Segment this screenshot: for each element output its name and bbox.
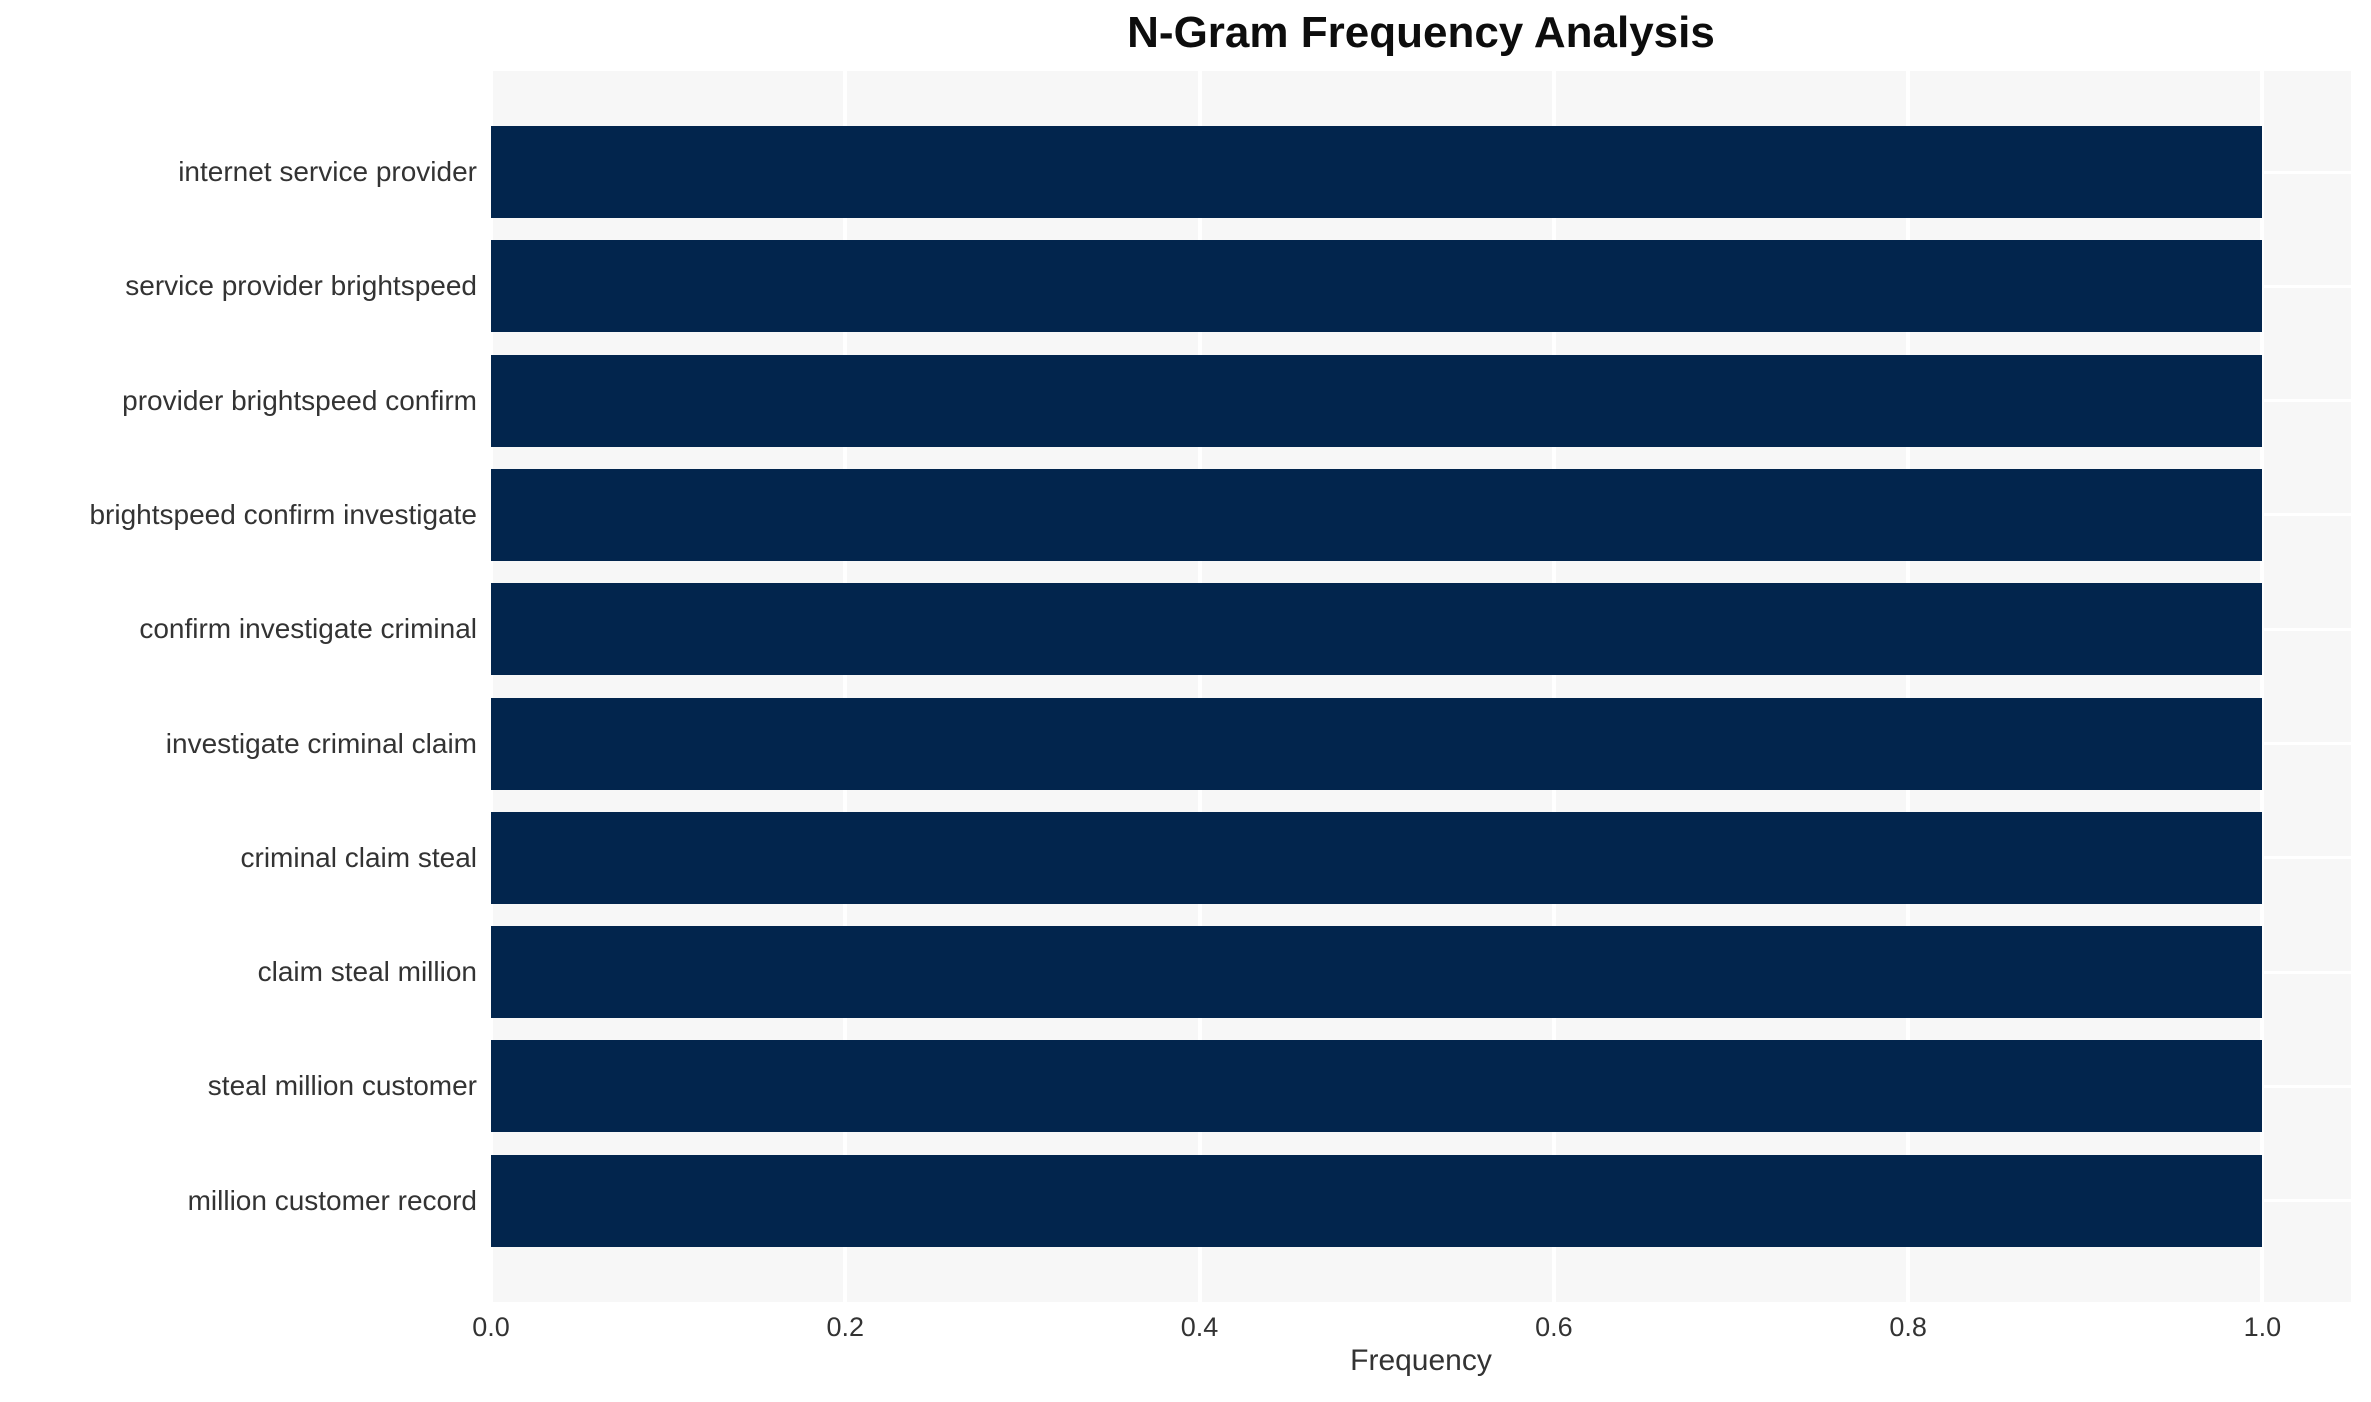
bar: [491, 354, 2263, 447]
category-label: criminal claim steal: [240, 841, 478, 873]
bar: [491, 583, 2263, 676]
category-label: internet service provider: [178, 156, 477, 187]
category-label: steal million customer: [207, 1070, 477, 1102]
x-tick-label: 0.2: [826, 1312, 865, 1342]
category-label: investigate criminal claim: [165, 727, 477, 759]
x-gridline: [491, 71, 493, 1302]
x-gridline: [1906, 71, 1911, 1302]
x-gridline: [843, 71, 848, 1302]
x-gridline: [1551, 71, 1556, 1302]
x-tick-label: 1.0: [2243, 1312, 2282, 1342]
bar: [491, 468, 2263, 561]
x-tick-label: 0.6: [1535, 1312, 1573, 1342]
category-label: brightspeed confirm investigate: [89, 498, 477, 530]
x-axis-title: Frequency: [1350, 1344, 1492, 1377]
bar: [491, 811, 2263, 904]
x-tick-label: 0.8: [1889, 1312, 1927, 1342]
bar: [491, 697, 2263, 790]
x-tick-label: 0.0: [472, 1312, 510, 1342]
x-gridline: [2260, 71, 2265, 1302]
bar: [491, 1154, 2263, 1247]
chart-title: N-Gram Frequency Analysis: [1127, 8, 1715, 57]
category-label: provider brightspeed confirm: [122, 384, 477, 416]
category-label: million customer record: [187, 1184, 477, 1216]
bar: [491, 240, 2263, 333]
x-tick-label: 0.4: [1180, 1312, 1219, 1342]
bar: [491, 926, 2263, 1019]
bar: [491, 1040, 2263, 1133]
category-label: claim steal million: [257, 956, 477, 988]
category-label: confirm investigate criminal: [139, 613, 477, 645]
plot-area: [491, 71, 2351, 1302]
category-label: service provider brightspeed: [125, 270, 477, 302]
x-gridline: [1197, 71, 1202, 1302]
bar: [491, 126, 2263, 218]
